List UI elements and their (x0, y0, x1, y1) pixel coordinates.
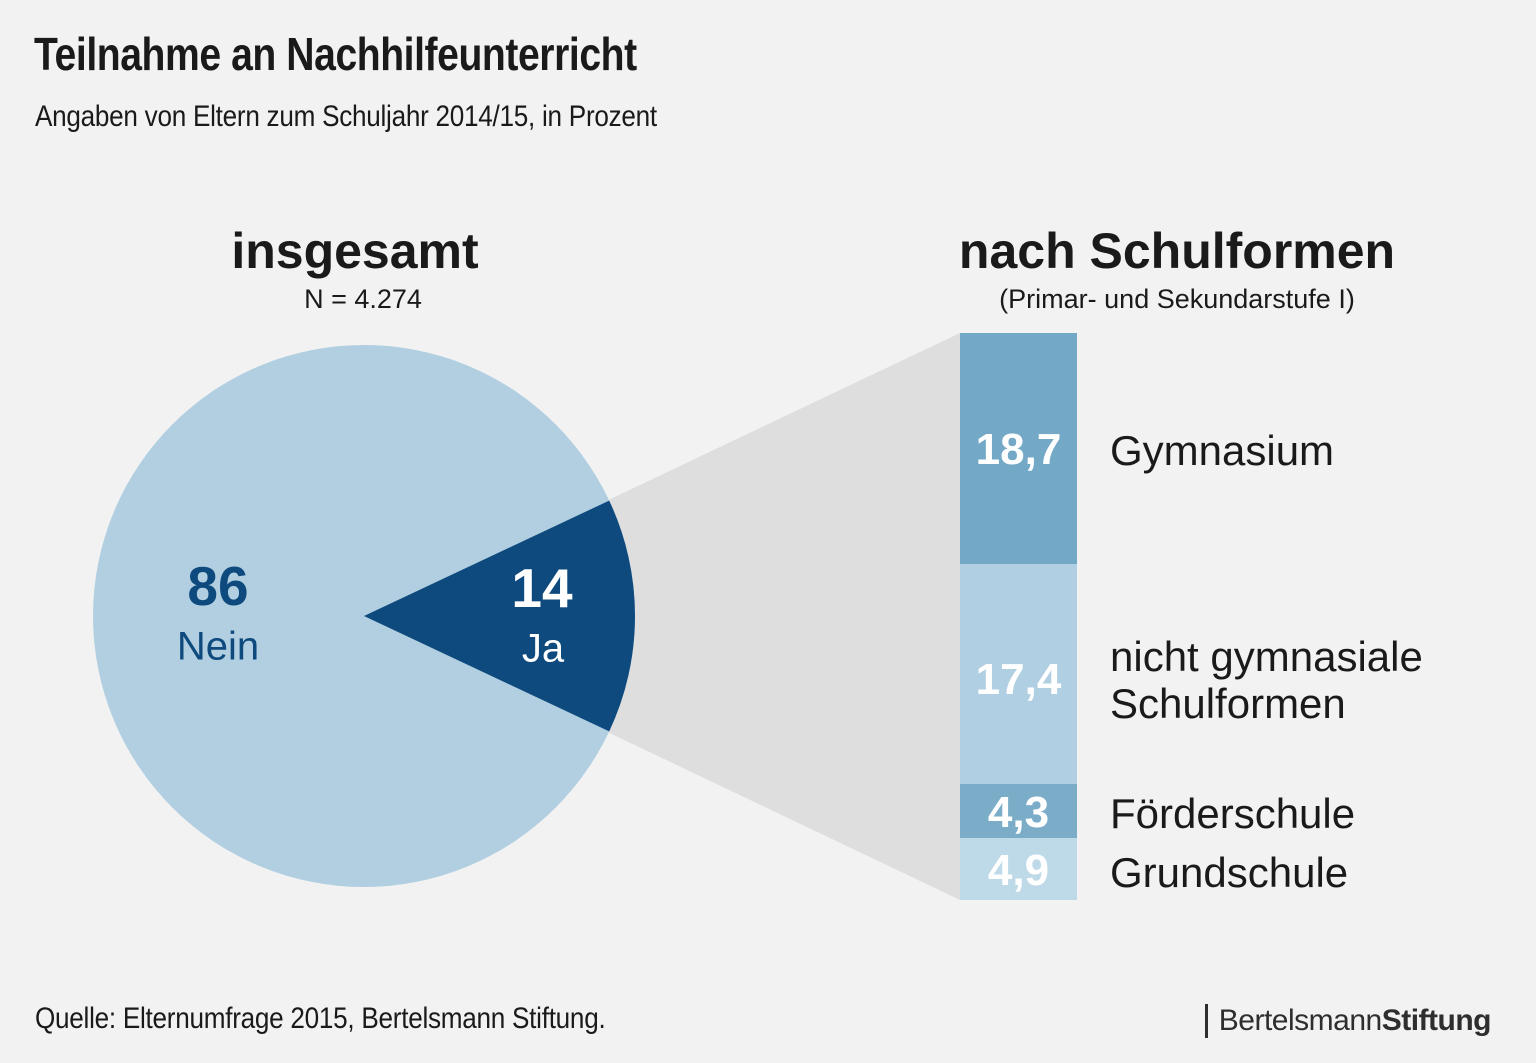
bar-segment-grundschule (960, 838, 1077, 900)
page-title: Teilnahme an Nachhilfeunterricht (34, 28, 637, 80)
bar-label-nicht-gymnasial: nicht gymnasiale Schulformen (1110, 632, 1423, 727)
pie-label-ja: Ja (521, 626, 565, 671)
logo-text: BertelsmannStiftung (1218, 1004, 1492, 1038)
bar-value-foerderschule: 4,3 (987, 788, 1050, 837)
bar-segment-nicht-gymnasial (960, 564, 1077, 784)
bar-value-grundschule: 4,9 (987, 846, 1050, 895)
bar-value-gymnasium: 18,7 (975, 425, 1062, 474)
pie-slice-ja (364, 500, 635, 732)
page-subtitle: Angaben von Eltern zum Schuljahr 2014/15… (35, 100, 657, 133)
pie-section-heading: insgesamt (231, 223, 479, 279)
bar-label-foerderschule: Förderschule (1110, 790, 1356, 837)
pie-value-nein: 86 (187, 555, 249, 617)
bar-segment-foerderschule (960, 784, 1077, 838)
funnel-shape (364, 333, 960, 900)
pie-label-nein: Nein (176, 624, 260, 669)
logo-divider-bar (1204, 1004, 1208, 1038)
bar-label-gymnasium: Gymnasium (1110, 427, 1335, 474)
bar-segment-gymnasium (960, 333, 1077, 564)
pie-sample-size: N = 4.274 (304, 284, 422, 314)
bar-section-subheading: (Primar- und Sekundarstufe I) (999, 284, 1355, 314)
logo-text-regular: Bertelsmann (1218, 1004, 1382, 1037)
bar-value-nicht-gymnasial: 17,4 (975, 655, 1062, 704)
pie-value-ja: 14 (511, 557, 573, 619)
logo-text-bold: Stiftung (1381, 1004, 1492, 1037)
bar-label-grundschule: Grundschule (1110, 849, 1349, 896)
source-note: Quelle: Elternumfrage 2015, Bertelsmann … (35, 1002, 606, 1035)
bar-section-heading: nach Schulformen (958, 223, 1396, 279)
bertelsmann-stiftung-logo: BertelsmannStiftung (1204, 1002, 1492, 1040)
